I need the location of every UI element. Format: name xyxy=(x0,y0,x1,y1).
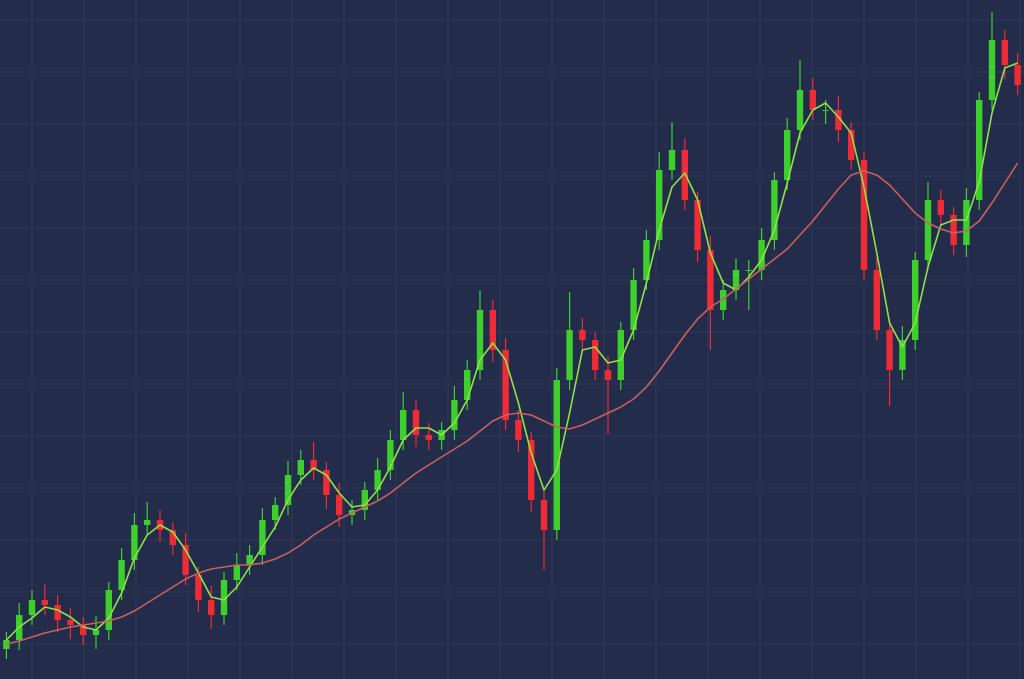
candle-body xyxy=(1014,65,1021,85)
candle-body xyxy=(182,545,189,575)
candle-body xyxy=(400,410,407,440)
candle-body xyxy=(310,460,317,470)
candle-body xyxy=(502,350,509,420)
candle-body xyxy=(374,470,381,490)
candle-body xyxy=(822,110,829,111)
candle-body xyxy=(336,495,343,515)
candle-body xyxy=(835,110,842,130)
candle-body xyxy=(553,380,560,530)
candle-body xyxy=(144,520,151,525)
candle-body xyxy=(963,200,970,245)
candle-body xyxy=(246,555,253,565)
moving-average-line xyxy=(5,62,1018,641)
candle-body xyxy=(28,600,36,615)
candle-body xyxy=(425,435,432,440)
candle-body xyxy=(476,310,484,370)
candle-body xyxy=(67,620,74,625)
candle-body xyxy=(681,150,688,200)
candle-body xyxy=(668,150,676,170)
candle-body xyxy=(579,330,586,340)
candle-body xyxy=(131,525,138,560)
candle-body xyxy=(169,530,176,545)
candle-body xyxy=(707,250,714,310)
candle-body xyxy=(284,475,292,505)
candle-body xyxy=(387,440,394,470)
candle-body xyxy=(937,200,944,215)
candle-body xyxy=(732,270,740,290)
candle-body xyxy=(796,90,804,130)
candle-body xyxy=(758,240,765,270)
candle-body xyxy=(988,40,996,100)
candle-body xyxy=(860,160,868,270)
candle-body xyxy=(451,400,458,430)
candle-body xyxy=(233,565,240,580)
candle-body xyxy=(656,170,663,240)
candle-body xyxy=(694,200,701,250)
candle-body xyxy=(720,290,727,310)
candle-body xyxy=(912,260,919,340)
candle-body xyxy=(528,440,535,500)
candle-body xyxy=(924,200,932,260)
candle-body xyxy=(489,310,496,350)
candle-body xyxy=(566,330,573,380)
candle-body xyxy=(592,340,599,370)
candle-body xyxy=(195,575,202,600)
candle-body xyxy=(272,505,279,520)
candle-body xyxy=(976,100,983,200)
candle-body xyxy=(630,280,637,330)
candle-body xyxy=(54,605,61,620)
candle-body xyxy=(412,410,420,435)
candle-body xyxy=(3,640,10,649)
candle-body xyxy=(208,600,215,615)
candle-body xyxy=(105,590,112,630)
candle-body xyxy=(617,330,624,380)
candle-body xyxy=(540,500,548,530)
candle-body xyxy=(809,90,816,110)
candle-body xyxy=(784,130,791,180)
candle-body xyxy=(899,340,906,370)
candle-body xyxy=(873,270,880,330)
candle-body xyxy=(361,490,368,510)
candle-body xyxy=(604,370,612,380)
candle-body xyxy=(643,240,650,280)
candle-body xyxy=(848,130,855,160)
candle-body xyxy=(745,270,752,271)
candle-body xyxy=(950,215,957,245)
candle-body xyxy=(1001,40,1008,65)
candle-body xyxy=(771,180,778,240)
candle-body xyxy=(464,370,471,400)
moving-average-line xyxy=(6,162,1019,645)
candle-body xyxy=(297,460,304,475)
candle-body xyxy=(886,330,893,370)
candle-body xyxy=(80,625,87,635)
candle-body xyxy=(92,630,100,635)
candle-body xyxy=(220,580,228,615)
candle-body xyxy=(323,470,330,495)
candle-body xyxy=(259,520,266,555)
candle-body xyxy=(515,420,522,440)
candle-body xyxy=(41,600,48,605)
candle-body xyxy=(118,560,125,590)
